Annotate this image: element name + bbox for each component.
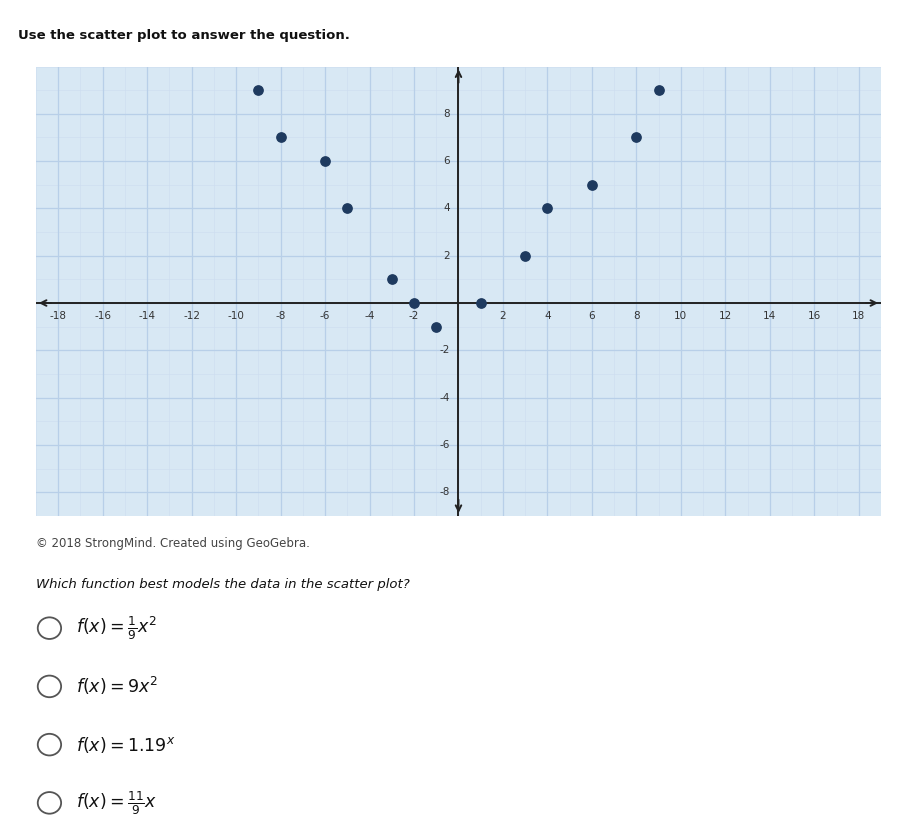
Point — [629, 131, 644, 144]
Point — [407, 296, 422, 310]
Text: 16: 16 — [807, 311, 821, 321]
Point — [340, 202, 354, 215]
Text: 4: 4 — [443, 204, 450, 214]
Text: 14: 14 — [763, 311, 777, 321]
Text: -4: -4 — [364, 311, 375, 321]
Text: -18: -18 — [49, 311, 67, 321]
Text: -4: -4 — [440, 393, 450, 403]
Text: $f(x)=\frac{1}{9}x^2$: $f(x)=\frac{1}{9}x^2$ — [76, 614, 157, 642]
Point — [540, 202, 555, 215]
Text: -8: -8 — [275, 311, 286, 321]
Point — [251, 83, 265, 97]
Text: © 2018 StrongMind. Created using GeoGebra.: © 2018 StrongMind. Created using GeoGebr… — [36, 537, 310, 550]
Text: 2: 2 — [500, 311, 506, 321]
Point — [318, 155, 333, 168]
Point — [584, 178, 599, 191]
Text: $f(x)=1.19^x$: $f(x)=1.19^x$ — [76, 735, 176, 755]
Text: 10: 10 — [674, 311, 688, 321]
Point — [429, 320, 443, 334]
Text: 18: 18 — [852, 311, 866, 321]
Text: -8: -8 — [440, 488, 450, 498]
Text: 2: 2 — [443, 250, 450, 260]
Text: 12: 12 — [718, 311, 732, 321]
Text: -6: -6 — [440, 440, 450, 450]
Text: -12: -12 — [183, 311, 200, 321]
Point — [652, 83, 666, 97]
Text: 8: 8 — [443, 109, 450, 119]
Text: -2: -2 — [440, 345, 450, 355]
Point — [518, 249, 532, 262]
Text: -16: -16 — [94, 311, 111, 321]
Text: 6: 6 — [443, 156, 450, 166]
Text: 4: 4 — [544, 311, 551, 321]
Text: -2: -2 — [409, 311, 419, 321]
Text: 8: 8 — [633, 311, 640, 321]
Point — [273, 131, 288, 144]
Text: Which function best models the data in the scatter plot?: Which function best models the data in t… — [36, 578, 410, 592]
Text: 6: 6 — [589, 311, 595, 321]
Text: -14: -14 — [138, 311, 156, 321]
Text: $f(x)=\frac{11}{9}x$: $f(x)=\frac{11}{9}x$ — [76, 789, 157, 817]
Point — [385, 273, 399, 286]
Text: -6: -6 — [320, 311, 330, 321]
Text: $f(x)=9x^2$: $f(x)=9x^2$ — [76, 676, 158, 697]
Text: -10: -10 — [227, 311, 245, 321]
Point — [474, 296, 488, 310]
Text: Use the scatter plot to answer the question.: Use the scatter plot to answer the quest… — [18, 29, 350, 42]
